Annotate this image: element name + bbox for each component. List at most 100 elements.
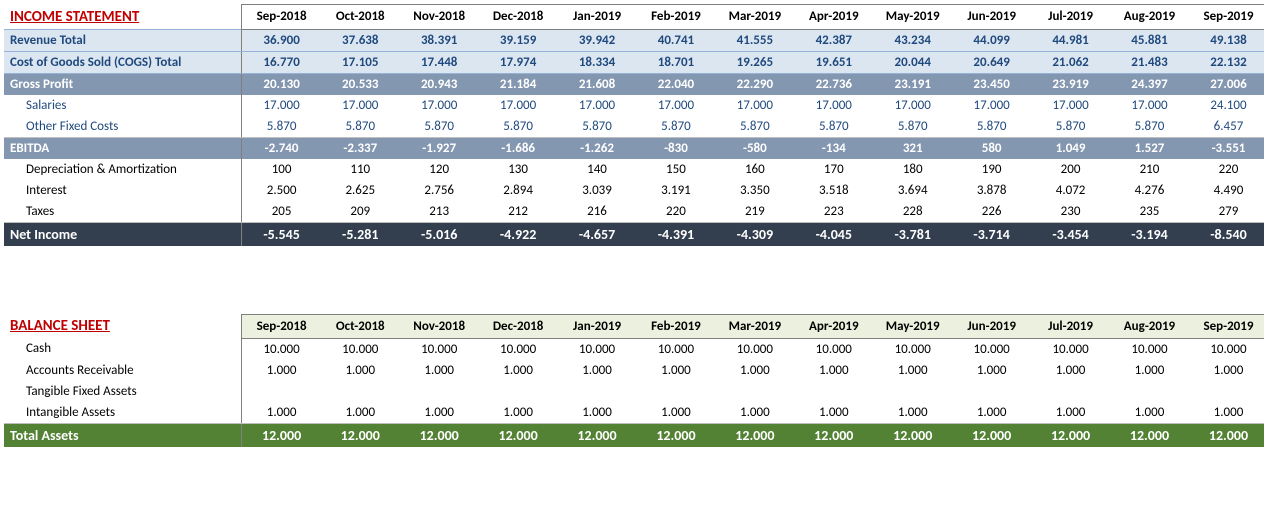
cell: 4.490 [1189, 180, 1264, 201]
row-label: Gross Profit [4, 73, 242, 95]
cell: 22.040 [636, 73, 715, 95]
cell: -4.309 [715, 222, 794, 246]
cell: 12.000 [400, 423, 479, 447]
cell: 1.000 [794, 402, 873, 424]
cell [1110, 381, 1189, 402]
month-header: May-2019 [873, 314, 952, 338]
cell: 1.000 [1031, 360, 1110, 381]
balance-sheet-title: BALANCE SHEET [10, 317, 110, 335]
cell: 10.000 [715, 338, 794, 360]
cell: 22.290 [715, 73, 794, 95]
cell: 3.350 [715, 180, 794, 201]
month-header: Feb-2019 [636, 5, 715, 30]
cell: -4.045 [794, 222, 873, 246]
cell: 36.900 [242, 29, 321, 51]
row-label: Taxes [4, 201, 242, 223]
cell: 17.000 [242, 95, 321, 116]
financial-tables: INCOME STATEMENTSep-2018Oct-2018Nov-2018… [4, 4, 1264, 447]
cell: 1.000 [321, 360, 400, 381]
cell: 12.000 [873, 423, 952, 447]
cell: 1.000 [715, 360, 794, 381]
row-ofc: Other Fixed Costs5.8705.8705.8705.8705.8… [4, 116, 1264, 138]
cell: 150 [636, 159, 715, 180]
cell: 21.062 [1031, 51, 1110, 73]
row-totassets: Total Assets12.00012.00012.00012.00012.0… [4, 423, 1264, 447]
cell: 2.894 [479, 180, 558, 201]
row-label: Net Income [4, 222, 242, 246]
month-header: Mar-2019 [715, 5, 794, 30]
cell: 42.387 [794, 29, 873, 51]
cell: 5.870 [1110, 116, 1189, 138]
row-salaries: Salaries17.00017.00017.00017.00017.00017… [4, 95, 1264, 116]
cell: 21.184 [479, 73, 558, 95]
cell: -3.781 [873, 222, 952, 246]
cell: 5.870 [1031, 116, 1110, 138]
cell [1189, 381, 1264, 402]
cell: 12.000 [558, 423, 637, 447]
cell [479, 381, 558, 402]
cell: 10.000 [479, 338, 558, 360]
month-header: Sep-2018 [242, 5, 321, 30]
cell: 1.000 [794, 360, 873, 381]
cell: 10.000 [794, 338, 873, 360]
cell: 190 [952, 159, 1031, 180]
cell: 22.132 [1189, 51, 1264, 73]
cell: 12.000 [1110, 423, 1189, 447]
cell: 5.870 [952, 116, 1031, 138]
cell: 23.919 [1031, 73, 1110, 95]
cell: -134 [794, 137, 873, 159]
cell: 200 [1031, 159, 1110, 180]
cell: 1.000 [1189, 360, 1264, 381]
cell: 20.130 [242, 73, 321, 95]
cell: -8.540 [1189, 222, 1264, 246]
row-label: Depreciation & Amortization [4, 159, 242, 180]
cell: 1.000 [400, 402, 479, 424]
cell: 1.000 [242, 402, 321, 424]
month-header: Oct-2018 [321, 314, 400, 338]
cell: 1.000 [479, 360, 558, 381]
cell: 219 [715, 201, 794, 223]
cell: -4.922 [479, 222, 558, 246]
month-header: Sep-2019 [1189, 5, 1264, 30]
cell: 5.870 [479, 116, 558, 138]
cell: 1.000 [558, 402, 637, 424]
cell: 44.099 [952, 29, 1031, 51]
cell: 44.981 [1031, 29, 1110, 51]
cell: 21.608 [558, 73, 637, 95]
month-header: Jul-2019 [1031, 314, 1110, 338]
cell: 12.000 [952, 423, 1031, 447]
cell: 5.870 [636, 116, 715, 138]
row-label: Total Assets [4, 423, 242, 447]
cell: 27.006 [1189, 73, 1264, 95]
cell: 17.000 [1031, 95, 1110, 116]
cell [636, 381, 715, 402]
cell: 12.000 [479, 423, 558, 447]
row-label: Salaries [4, 95, 242, 116]
cell: 4.072 [1031, 180, 1110, 201]
cell: 19.651 [794, 51, 873, 73]
cell: 5.870 [715, 116, 794, 138]
month-header: Mar-2019 [715, 314, 794, 338]
row-label: Revenue Total [4, 29, 242, 51]
cell: 24.397 [1110, 73, 1189, 95]
cell: 10.000 [558, 338, 637, 360]
cell: 3.518 [794, 180, 873, 201]
cell: 223 [794, 201, 873, 223]
cell: -830 [636, 137, 715, 159]
row-ebitda: EBITDA-2.740-2.337-1.927-1.686-1.262-830… [4, 137, 1264, 159]
cell: 3.694 [873, 180, 952, 201]
cell [242, 381, 321, 402]
cell: -5.281 [321, 222, 400, 246]
cell: -1.262 [558, 137, 637, 159]
cell [558, 381, 637, 402]
cell: 230 [1031, 201, 1110, 223]
row-label: EBITDA [4, 137, 242, 159]
cell: 212 [479, 201, 558, 223]
cell [873, 381, 952, 402]
cell: 18.334 [558, 51, 637, 73]
cell: 110 [321, 159, 400, 180]
month-header: Apr-2019 [794, 5, 873, 30]
cell: 17.000 [715, 95, 794, 116]
month-header: May-2019 [873, 5, 952, 30]
cell: 17.000 [636, 95, 715, 116]
